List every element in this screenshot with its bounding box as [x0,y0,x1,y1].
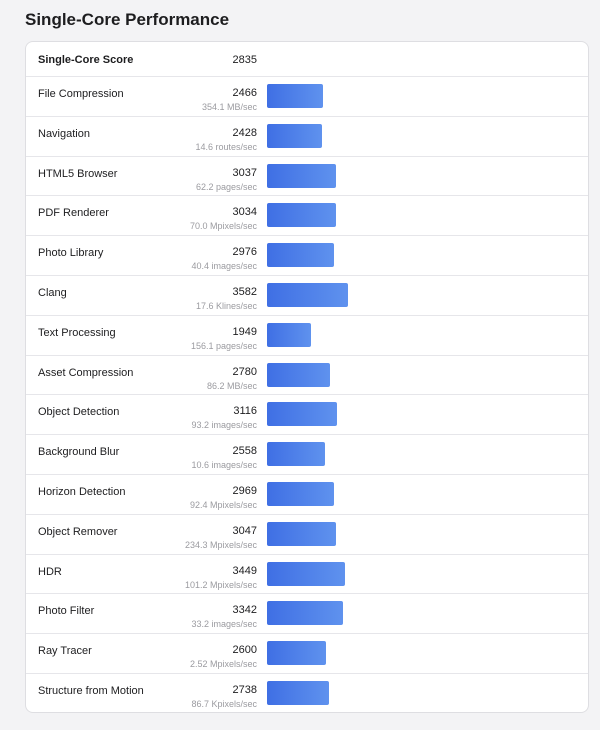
benchmark-row: HTML5 Browser 3037 62.2 pages/sec [26,157,588,197]
benchmark-bar [267,641,326,666]
benchmark-row: Asset Compression 2780 86.2 MB/sec [26,356,588,396]
benchmark-score: 2466 [232,87,257,99]
benchmark-throughput: 234.3 Mpixels/sec [184,539,257,550]
page-title: Single-Core Performance [25,10,230,29]
benchmark-throughput: 93.2 images/sec [191,420,257,431]
benchmark-score: 2976 [232,246,257,259]
benchmark-name: Text Processing [38,326,116,339]
benchmark-bar [267,442,325,467]
benchmark-throughput: 86.2 MB/sec [206,380,257,391]
benchmark-name: Photo Filter [38,605,95,618]
benchmark-bar [267,681,329,705]
benchmark-score: 1949 [232,325,257,338]
benchmark-bar [267,601,343,626]
benchmark-name: HDR [38,565,62,578]
benchmark-row: Object Detection 3116 93.2 images/sec [26,395,588,436]
benchmark-bar [267,123,322,148]
benchmark-name: Background Blur [38,446,120,459]
benchmark-throughput: 14.6 routes/sec [195,141,257,152]
benchmark-score: 2558 [232,445,257,458]
benchmark-throughput: 101.2 Mpixels/sec [184,579,257,590]
benchmark-row: Clang 3582 17.6 Klines/sec [26,276,588,316]
benchmark-row: Text Processing 1949 156.1 pages/sec [26,316,588,356]
benchmark-name: File Compression [38,88,124,100]
benchmark-row: Background Blur 2558 10.6 images/sec [26,435,588,475]
benchmark-score: 3047 [232,524,257,537]
benchmark-bar [267,163,336,188]
benchmark-throughput: 2.52 Mpixels/sec [189,659,257,670]
benchmark-bar [267,283,348,307]
benchmark-row: Navigation 2428 14.6 routes/sec [26,117,588,157]
benchmark-row: File Compression 2466 354.1 MB/sec [26,77,588,117]
benchmark-bar [267,362,330,387]
benchmark-throughput: 86.7 Kpixels/sec [191,699,257,709]
benchmark-row: Object Remover 3047 234.3 Mpixels/sec [26,515,588,555]
benchmark-name: HTML5 Browser [38,167,118,180]
benchmark-row: HDR 3449 101.2 Mpixels/sec [26,555,588,595]
benchmark-score: 2969 [232,485,257,497]
benchmark-bar [267,482,334,506]
benchmark-name: Object Detection [38,406,120,419]
benchmark-bar [267,561,345,586]
score-label: Single-Core Score [38,54,134,66]
score-value: 2835 [232,54,257,66]
score-header-row: Single-Core Score 2835 [26,42,588,77]
benchmark-score: 3116 [233,405,257,418]
benchmark-throughput: 33.2 images/sec [191,619,257,630]
benchmark-bar [267,243,334,268]
benchmark-name: Photo Library [38,247,104,260]
benchmark-throughput: 17.6 Klines/sec [195,301,257,311]
benchmark-bar [267,322,311,347]
benchmark-name: Horizon Detection [38,486,126,498]
benchmark-throughput: 354.1 MB/sec [201,102,257,112]
benchmark-score: 3449 [232,564,257,577]
benchmark-score: 3034 [232,206,257,219]
benchmark-bar [267,402,337,427]
benchmark-row: Horizon Detection 2969 92.4 Mpixels/sec [26,475,588,515]
benchmark-throughput: 10.6 images/sec [191,460,257,471]
benchmark-row: Photo Library 2976 40.4 images/sec [26,236,588,276]
benchmark-throughput: 156.1 pages/sec [190,340,257,351]
benchmark-score: 2780 [232,365,257,378]
benchmark-row: PDF Renderer 3034 70.0 Mpixels/sec [26,196,588,237]
benchmark-row: Ray Tracer 2600 2.52 Mpixels/sec [26,634,588,674]
benchmark-score: 2738 [232,684,257,696]
benchmark-score: 3582 [232,286,257,298]
benchmark-throughput: 70.0 Mpixels/sec [189,221,257,232]
benchmark-bar [267,521,336,546]
benchmark-name: Clang [38,287,67,299]
benchmark-name: Ray Tracer [38,645,92,658]
benchmark-score: 2600 [232,644,257,657]
benchmark-row: Structure from Motion 2738 86.7 Kpixels/se… [26,674,588,712]
benchmark-name: Structure from Motion [38,685,144,697]
results-card: Single-Core Score 2835 File Compression 2… [25,41,589,713]
benchmark-score: 3037 [232,166,257,179]
benchmark-throughput: 62.2 pages/sec [195,181,257,192]
benchmark-throughput: 92.4 Mpixels/sec [189,500,257,510]
benchmark-name: PDF Renderer [38,207,109,220]
benchmark-name: Asset Compression [38,366,134,379]
benchmark-throughput: 40.4 images/sec [191,261,257,272]
benchmark-bar [267,203,336,228]
benchmark-score: 2428 [232,126,257,139]
benchmark-name: Object Remover [38,525,118,538]
benchmark-name: Navigation [38,127,90,140]
benchmark-score: 3342 [232,604,257,617]
benchmark-row: Photo Filter 3342 33.2 images/sec [26,594,588,635]
benchmark-bar [267,84,323,108]
